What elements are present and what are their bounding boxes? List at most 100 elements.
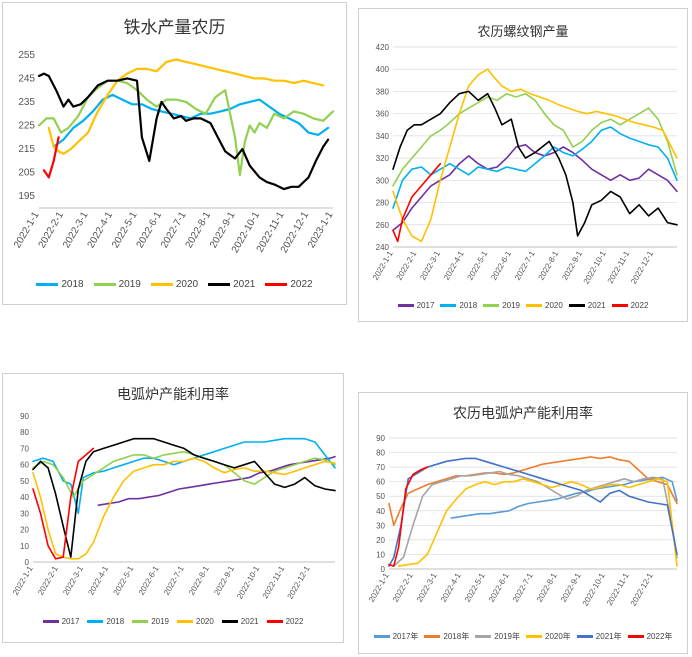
legend-item: 2022年 (627, 631, 673, 642)
chart-panel-eaf-utilization-lunar: 农历电弧炉产能利用率 0 10 20 30 40 50 60 70 80 90 2022-1-1 20… (358, 392, 688, 654)
legend-label: 2022年 (646, 632, 673, 641)
legend-label: 2020 (196, 617, 214, 626)
legend-label: 2020 (175, 279, 199, 290)
y-tick-label: 225 (18, 121, 35, 132)
legend-label: 2019年 (494, 632, 520, 641)
x-tick-label: 2022-4-1 (439, 571, 463, 604)
legend-label: 2020年 (545, 632, 571, 641)
y-tick-label: 40 (376, 507, 385, 516)
legend-swatch (483, 304, 500, 307)
x-tick-label: 2022-10-1 (581, 571, 607, 608)
y-tick-label: 30 (376, 521, 385, 530)
legend-item: 2021 (568, 301, 606, 310)
y-tick-label: 10 (20, 542, 29, 551)
series-line-2020 (32, 457, 336, 560)
legend-item: 2020 (526, 301, 563, 310)
series-line-b2017 (450, 476, 678, 519)
series-line-b2021 (388, 457, 678, 567)
legend-swatch (42, 620, 59, 623)
legend-item: 2018 (36, 279, 84, 290)
legend-label: 2020 (545, 301, 563, 310)
legend-swatch (627, 635, 644, 638)
y-tick-label: 30 (20, 509, 29, 518)
series-line-2018 (32, 437, 336, 515)
x-tick-label: 2022-10-1 (235, 564, 261, 601)
series-line-2021 (37, 72, 330, 191)
y-tick-label: 205 (18, 168, 35, 179)
legend-item: 2022 (611, 301, 649, 310)
legend-swatch (208, 283, 231, 286)
y-tick-label: 50 (20, 477, 29, 486)
y-tick-label: 0 (25, 558, 30, 567)
y-tick-label: 380 (376, 87, 390, 96)
x-tick-label: 2022-9-1 (560, 249, 584, 282)
y-tick-label: 60 (20, 461, 29, 470)
legend-item: 2020 (177, 617, 214, 626)
legend-label: 2022 (630, 301, 649, 310)
x-tick-label: 2022-11-1 (606, 249, 632, 285)
series-line-b2019 (392, 470, 678, 567)
chart-legend: 2017年 2018年 2019年 2020年 2021年 2022年 (359, 631, 687, 642)
legend-label: 2021 (240, 617, 259, 626)
series-line-2022 (392, 162, 442, 243)
y-tick-label: 420 (376, 43, 390, 52)
x-tick-label: 2022-2-1 (395, 249, 419, 282)
y-tick-label: 320 (376, 154, 390, 163)
series-line-2020 (392, 68, 678, 243)
series-line-2018 (392, 126, 678, 209)
legend-item: 2019 (93, 279, 141, 290)
x-tick-label: 2022-5-1 (463, 571, 487, 604)
legend-swatch (424, 635, 441, 638)
x-tick-label: 2022-7-1 (513, 249, 537, 282)
chart-title: 农历螺纹钢产量 (477, 24, 569, 39)
y-tick-label: 235 (18, 97, 35, 108)
series-line-2019 (37, 79, 335, 177)
series-line-b2018 (388, 456, 678, 527)
x-tick-label: 2022-9-1 (559, 571, 583, 604)
legend-item: 2022 (265, 279, 313, 290)
legend-swatch (397, 304, 414, 307)
series-line-2022 (32, 447, 95, 560)
legend-swatch (475, 635, 492, 638)
x-tick-label: 2022-4-1 (442, 249, 466, 282)
legend-item: 2021 (208, 279, 255, 290)
legend-label: 2018 (459, 301, 478, 310)
legend-label: 2019 (502, 301, 520, 310)
legend-label: 2018年 (443, 632, 470, 641)
x-tick-label: 2022-8-1 (537, 249, 561, 282)
legend-label: 2019 (151, 617, 169, 626)
y-tick-label: 80 (376, 449, 385, 458)
x-tick-label: 2022-6-1 (137, 564, 161, 597)
legend-item: 2018 (87, 617, 124, 626)
legend-item: 2021 (221, 617, 259, 626)
y-tick-label: 260 (376, 221, 390, 230)
legend-item: 2022 (266, 617, 304, 626)
x-tick-label: 2022-1-1 (11, 564, 35, 597)
series-line-2018 (52, 93, 330, 148)
y-tick-label: 80 (20, 428, 29, 437)
y-tick-label: 20 (376, 536, 385, 545)
legend-label: 2022 (285, 617, 304, 626)
legend-swatch (526, 635, 542, 638)
legend-swatch (568, 304, 585, 307)
legend-label: 2018 (61, 279, 84, 290)
legend-label: 2017 (416, 301, 435, 310)
legend-item: 2019 (132, 617, 169, 626)
y-tick-label: 215 (18, 144, 35, 155)
chart-title: 铁水产量农历 (123, 18, 226, 37)
y-tick-label: 40 (20, 493, 29, 502)
series-line-2019 (32, 450, 336, 498)
legend-label: 2021 (587, 301, 606, 310)
y-tick-label: 90 (20, 412, 29, 421)
y-tick-label: 245 (18, 73, 35, 84)
y-tick-label: 60 (376, 478, 385, 487)
chart-panel-eaf-utilization: 电弧炉产能利用率 0 10 20 30 40 50 60 70 80 90 2022-1-1 2022… (2, 373, 344, 643)
series-line-2020 (47, 58, 325, 155)
series-line-b2022 (388, 466, 429, 567)
legend-swatch (150, 283, 173, 286)
legend-item: 2017 (42, 617, 79, 626)
legend-label: 2017年 (392, 632, 419, 641)
legend-swatch (526, 304, 542, 307)
legend-swatch (265, 283, 288, 286)
